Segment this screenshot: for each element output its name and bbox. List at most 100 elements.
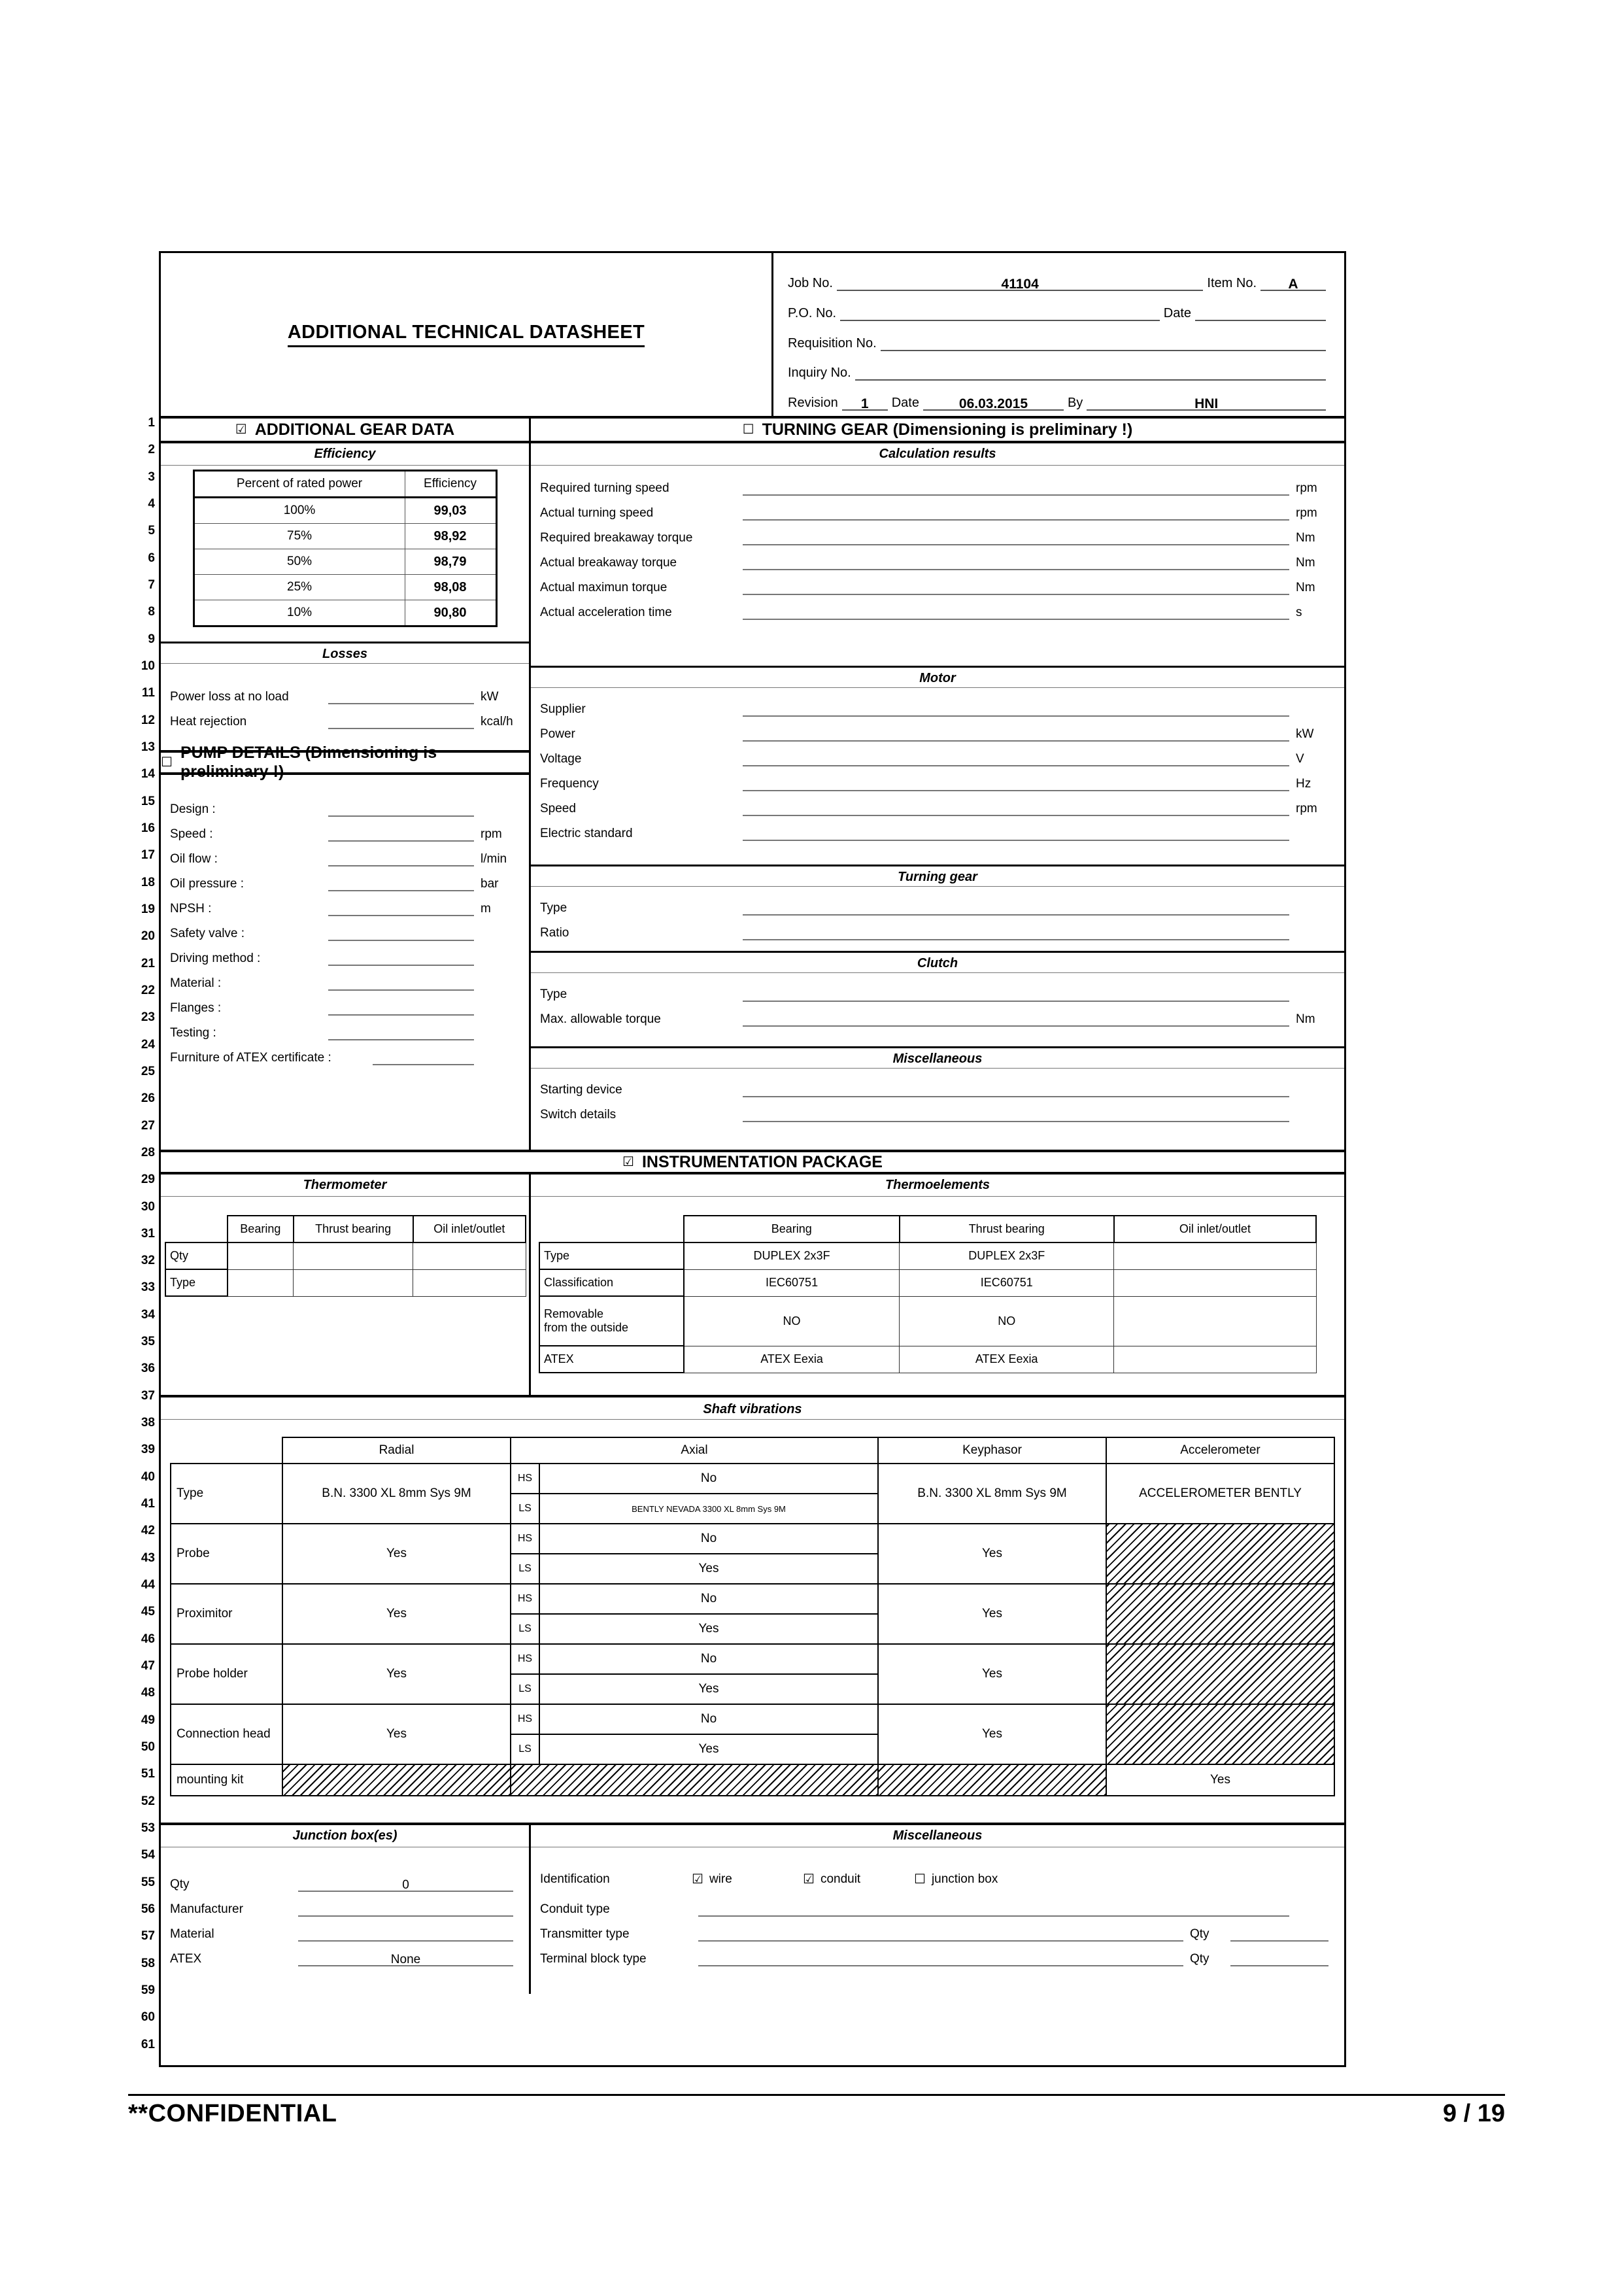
calc-value[interactable] xyxy=(743,534,1289,545)
vibration-axial-hs[interactable]: No xyxy=(539,1523,879,1554)
vibration-radial[interactable]: Yes xyxy=(282,1643,511,1705)
vibration-radial[interactable]: Yes xyxy=(282,1523,511,1585)
misc-value[interactable] xyxy=(743,1086,1289,1097)
junction-box-value[interactable] xyxy=(298,1930,513,1942)
vibration-axial-hs[interactable]: No xyxy=(539,1643,879,1675)
inquiry-field[interactable] xyxy=(854,368,1326,381)
calc-value[interactable] xyxy=(743,558,1289,570)
calc-value[interactable] xyxy=(743,608,1289,620)
conduit-type-value[interactable] xyxy=(698,1905,1289,1917)
calc-value[interactable] xyxy=(743,583,1289,595)
calc-value[interactable] xyxy=(743,509,1289,521)
vibration-keyphasor[interactable]: Yes xyxy=(877,1583,1107,1645)
vibration-radial[interactable]: B.N. 3300 XL 8mm Sys 9M xyxy=(282,1463,511,1524)
thermoelements-cell[interactable]: IEC60751 xyxy=(899,1269,1115,1297)
thermometer-cell[interactable] xyxy=(293,1242,414,1270)
motor-value[interactable] xyxy=(743,755,1289,766)
vibration-keyphasor[interactable]: Yes xyxy=(877,1643,1107,1705)
vibration-axial-hs[interactable]: No xyxy=(539,1463,879,1494)
vibration-keyphasor[interactable]: Yes xyxy=(877,1523,1107,1585)
pump-value[interactable] xyxy=(328,979,474,991)
vibration-axial-ls[interactable]: Yes xyxy=(539,1553,879,1585)
checkbox-unchecked-icon[interactable]: ☐ xyxy=(161,755,173,770)
terminal-qty-value[interactable] xyxy=(1230,1955,1328,1966)
job-no-field[interactable]: 41104 xyxy=(836,277,1204,291)
terminal-block-value[interactable] xyxy=(698,1955,1183,1966)
pump-value[interactable] xyxy=(328,929,474,941)
losses-value[interactable] xyxy=(328,693,474,704)
motor-value[interactable] xyxy=(743,780,1289,791)
thermometer-cell[interactable] xyxy=(413,1242,526,1270)
clutch-value[interactable] xyxy=(743,1015,1289,1027)
revision-date-field[interactable]: 06.03.2015 xyxy=(922,397,1064,411)
checkbox-checked-icon[interactable]: ☑ xyxy=(235,422,247,437)
checkbox-checked-icon[interactable]: ☑ xyxy=(692,1872,703,1887)
instrumentation-package-heading[interactable]: ☑ INSTRUMENTATION PACKAGE xyxy=(161,1150,1344,1174)
vibration-axial-ls[interactable]: Yes xyxy=(539,1673,879,1705)
thermometer-cell[interactable] xyxy=(227,1269,294,1297)
clutch-value[interactable] xyxy=(743,990,1289,1002)
po-date-field[interactable] xyxy=(1195,309,1326,321)
pump-value[interactable] xyxy=(328,830,474,842)
pump-value[interactable] xyxy=(328,880,474,891)
motor-value[interactable] xyxy=(743,705,1289,717)
motor-value[interactable] xyxy=(743,804,1289,816)
pump-value[interactable] xyxy=(328,1029,474,1040)
thermoelements-cell[interactable] xyxy=(1113,1242,1317,1270)
additional-gear-data-heading[interactable]: ☑ ADDITIONAL GEAR DATA xyxy=(161,419,529,443)
transmitter-qty-value[interactable] xyxy=(1230,1930,1328,1942)
item-no-field[interactable]: A xyxy=(1260,277,1326,291)
checkbox-checked-icon[interactable]: ☑ xyxy=(803,1872,815,1887)
thermoelements-cell[interactable]: NO xyxy=(899,1295,1115,1346)
thermometer-cell[interactable] xyxy=(293,1269,414,1297)
revision-field[interactable]: 1 xyxy=(841,397,888,411)
vibration-radial[interactable]: Yes xyxy=(282,1704,511,1765)
po-no-field[interactable] xyxy=(840,309,1160,321)
thermoelements-cell[interactable]: ATEX Eexia xyxy=(683,1345,900,1373)
identification-option-conduit[interactable]: ☑ conduit xyxy=(803,1872,914,1887)
transmitter-type-value[interactable] xyxy=(698,1930,1183,1942)
junction-box-value[interactable]: None xyxy=(298,1953,513,1966)
calc-value[interactable] xyxy=(743,484,1289,496)
vibration-axial-ls[interactable]: Yes xyxy=(539,1734,879,1765)
motor-value[interactable] xyxy=(743,730,1289,742)
checkbox-checked-icon[interactable]: ☑ xyxy=(622,1155,634,1169)
thermoelements-cell[interactable] xyxy=(1113,1345,1317,1373)
vibration-axial-ls[interactable]: BENTLY NEVADA 3300 XL 8mm Sys 9M xyxy=(539,1493,879,1524)
junction-box-value[interactable] xyxy=(298,1905,513,1917)
vibration-keyphasor[interactable]: Yes xyxy=(877,1704,1107,1765)
thermoelements-cell[interactable] xyxy=(1113,1295,1317,1346)
pump-value[interactable] xyxy=(328,904,474,916)
checkbox-unchecked-icon[interactable]: ☐ xyxy=(914,1872,926,1887)
identification-option-wire[interactable]: ☑ wire xyxy=(692,1872,803,1887)
pump-details-heading[interactable]: ☐ PUMP DETAILS (Dimensioning is prelimin… xyxy=(161,744,529,781)
thermoelements-cell[interactable]: ATEX Eexia xyxy=(899,1345,1115,1373)
mounting-kit-accelerometer[interactable]: Yes xyxy=(1106,1764,1335,1796)
thermoelements-cell[interactable]: IEC60751 xyxy=(683,1269,900,1297)
pump-value[interactable] xyxy=(328,1004,474,1016)
vibration-axial-hs[interactable]: No xyxy=(539,1583,879,1615)
motor-value[interactable] xyxy=(743,829,1289,841)
pump-value[interactable] xyxy=(328,954,474,966)
thermometer-cell[interactable] xyxy=(227,1242,294,1270)
thermometer-cell[interactable] xyxy=(413,1269,526,1297)
pump-value[interactable] xyxy=(373,1054,474,1065)
pump-value[interactable] xyxy=(328,805,474,817)
thermoelements-cell[interactable]: NO xyxy=(683,1295,900,1346)
turning-gear-heading[interactable]: ☐ TURNING GEAR (Dimensioning is prelimin… xyxy=(531,419,1344,443)
thermoelements-cell[interactable]: DUPLEX 2x3F xyxy=(683,1242,900,1270)
by-field[interactable]: HNI xyxy=(1087,397,1326,411)
junction-box-value[interactable]: 0 xyxy=(298,1879,513,1892)
identification-option-junction-box[interactable]: ☐ junction box xyxy=(914,1872,1025,1887)
turning-gear-value[interactable] xyxy=(743,929,1289,940)
thermoelements-cell[interactable] xyxy=(1113,1269,1317,1297)
vibration-axial-ls[interactable]: Yes xyxy=(539,1613,879,1645)
checkbox-unchecked-icon[interactable]: ☐ xyxy=(742,422,754,437)
requisition-field[interactable] xyxy=(880,339,1326,351)
turning-gear-value[interactable] xyxy=(743,904,1289,916)
thermoelements-cell[interactable]: DUPLEX 2x3F xyxy=(899,1242,1115,1270)
vibration-keyphasor[interactable]: B.N. 3300 XL 8mm Sys 9M xyxy=(877,1463,1107,1524)
vibration-accelerometer[interactable]: ACCELEROMETER BENTLY xyxy=(1106,1463,1335,1524)
misc-value[interactable] xyxy=(743,1110,1289,1122)
vibration-radial[interactable]: Yes xyxy=(282,1583,511,1645)
